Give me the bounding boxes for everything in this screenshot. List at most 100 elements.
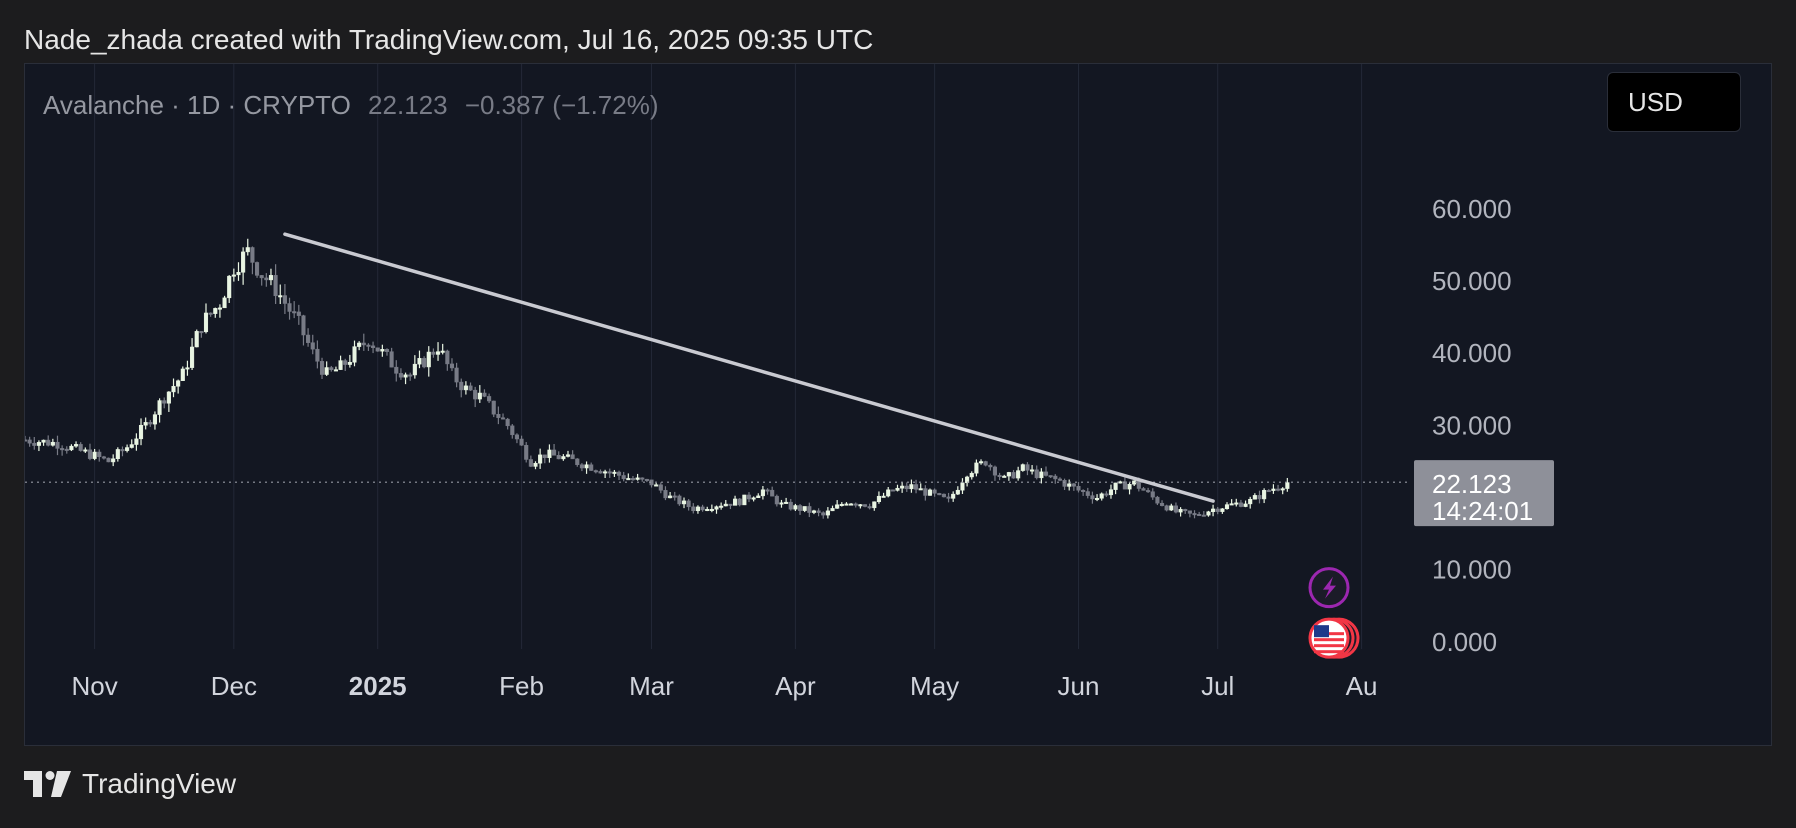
- candle-up: [709, 508, 714, 511]
- candle-down: [208, 312, 213, 315]
- candle-up: [1067, 483, 1072, 487]
- candle-up: [1229, 503, 1234, 506]
- chart-panel[interactable]: 60.000 50.000 40.000 30.000 10.000 0.000 Nov De…: [24, 63, 1772, 746]
- candle-up: [245, 247, 250, 253]
- candle-down: [445, 350, 450, 365]
- candle-down: [542, 454, 547, 458]
- candle-down: [1146, 490, 1151, 493]
- candle-up: [347, 362, 352, 365]
- candle-down: [315, 348, 320, 362]
- candle-up: [157, 400, 162, 415]
- candle-down: [1141, 488, 1146, 491]
- symbol-name[interactable]: Avalanche · 1D · CRYPTO: [43, 90, 351, 120]
- candle-up: [978, 461, 984, 464]
- candle-down: [500, 417, 506, 420]
- symbol-legend[interactable]: Avalanche · 1D · CRYPTO 22.123 −0.387 (−…: [43, 90, 659, 121]
- candle-up: [1243, 503, 1248, 507]
- candle-down: [394, 366, 399, 374]
- candle-down: [774, 495, 779, 505]
- candle-up: [1252, 495, 1257, 500]
- candle-down: [932, 489, 937, 494]
- candle-down: [904, 485, 909, 490]
- candle-up: [1280, 488, 1285, 491]
- candle-up: [1248, 498, 1253, 505]
- candle-down: [528, 459, 533, 467]
- candle-down: [366, 344, 371, 347]
- candle-down: [449, 363, 455, 369]
- candle-up: [1118, 481, 1123, 484]
- candle-up: [1220, 508, 1225, 512]
- candle-down: [1159, 502, 1165, 506]
- candle-up: [171, 386, 176, 393]
- candle-down: [1201, 514, 1206, 517]
- y-tick-label: 40.000: [1432, 338, 1512, 368]
- candle-up: [918, 488, 923, 491]
- candle-down: [254, 262, 260, 276]
- candle-up: [561, 456, 566, 460]
- candle-up: [74, 444, 79, 447]
- candle-up: [844, 503, 849, 506]
- candle-up: [825, 510, 830, 516]
- currency-button[interactable]: USD: [1607, 72, 1741, 132]
- candle-down: [384, 349, 390, 352]
- candle-up: [1224, 504, 1230, 510]
- candle-down: [310, 342, 315, 350]
- candle-up: [1113, 482, 1118, 490]
- candle-down: [816, 510, 821, 513]
- candle-up: [565, 454, 571, 457]
- candle-down: [1215, 508, 1220, 512]
- candle-up: [1006, 472, 1011, 477]
- candle-down: [343, 360, 348, 365]
- candle-down: [106, 457, 111, 463]
- candle-up: [603, 471, 608, 474]
- candle-up: [50, 441, 55, 446]
- y-tick-label: 10.000: [1432, 555, 1512, 585]
- candle-down: [914, 484, 919, 490]
- x-tick-label: Dec: [211, 671, 257, 701]
- candle-up: [143, 422, 148, 426]
- footer-brand[interactable]: TradingView: [24, 768, 236, 800]
- flag-canton: [1314, 625, 1329, 638]
- candle-up: [403, 374, 408, 378]
- candle-up: [185, 367, 190, 370]
- price-tag-countdown: 14:24:01: [1432, 496, 1533, 526]
- candle-up: [1108, 489, 1114, 496]
- candle-up: [784, 501, 789, 504]
- candle-down: [770, 489, 775, 497]
- candle-down: [1173, 505, 1179, 513]
- candle-down: [375, 347, 380, 352]
- candle-up: [36, 442, 41, 446]
- x-tick-label: Nov: [71, 671, 117, 701]
- candle-up: [811, 510, 817, 513]
- candle-down: [1071, 483, 1076, 487]
- candle-down: [148, 422, 153, 425]
- candle-down: [514, 434, 519, 440]
- candle-up: [222, 297, 227, 309]
- price-chart[interactable]: 60.000 50.000 40.000 30.000 10.000 0.000 Nov De…: [25, 64, 1771, 745]
- candle-up: [1262, 490, 1267, 500]
- candle-up: [830, 508, 835, 512]
- candle-up: [1099, 493, 1104, 499]
- candle-up: [278, 295, 283, 298]
- candle-down: [120, 449, 125, 452]
- candle-up: [1206, 511, 1211, 516]
- x-tick-label: Feb: [499, 671, 544, 701]
- candle-down: [1238, 502, 1243, 507]
- candle-down: [292, 311, 297, 314]
- candle-up: [41, 439, 46, 443]
- x-tick-label: Mar: [629, 671, 674, 701]
- candle-down: [579, 464, 584, 469]
- candle-down: [301, 315, 306, 336]
- price-tag: [1414, 460, 1554, 527]
- candle-down: [306, 334, 311, 343]
- candle-up: [547, 449, 552, 458]
- candle-up: [194, 331, 199, 348]
- candle-up: [176, 380, 181, 387]
- candle-down: [1183, 509, 1188, 512]
- candle-up: [1234, 502, 1239, 505]
- candle-up: [533, 462, 538, 467]
- candle-down: [630, 478, 636, 481]
- candle-down: [644, 478, 649, 481]
- candle-down: [510, 425, 515, 436]
- candle-down: [686, 500, 691, 508]
